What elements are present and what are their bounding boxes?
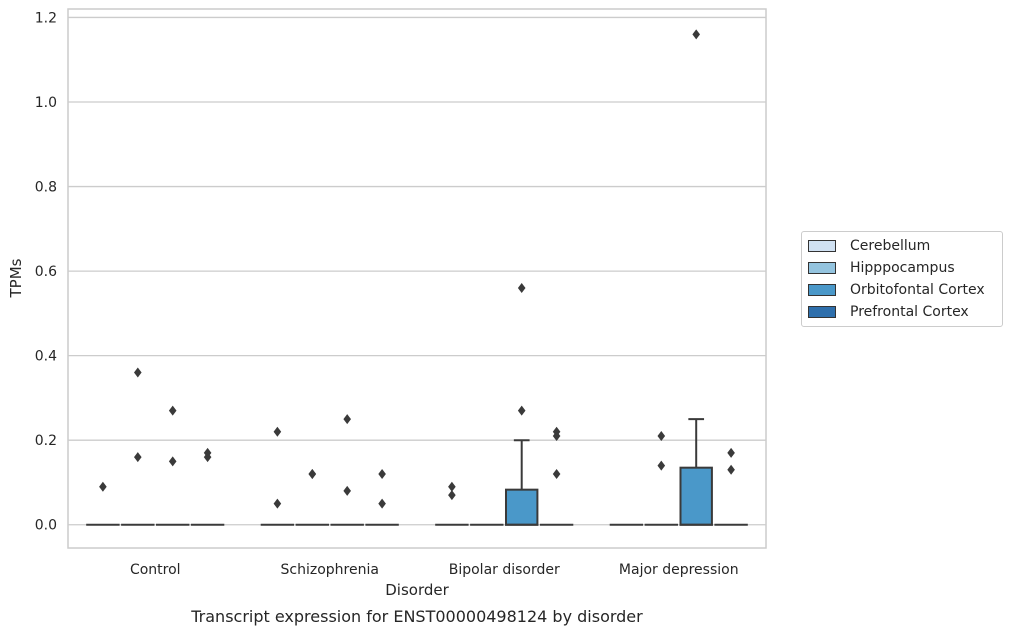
outlier-point bbox=[727, 447, 735, 458]
legend-label: Hipppocampus bbox=[850, 260, 955, 276]
legend-label: Cerebellum bbox=[850, 238, 931, 254]
legend-item-hippocampus: Hipppocampus bbox=[808, 258, 955, 278]
outlier-point bbox=[517, 283, 526, 294]
y-tick-label: 0.4 bbox=[35, 349, 57, 365]
y-tick-label: 0.6 bbox=[35, 264, 57, 280]
outlier-point bbox=[203, 452, 212, 463]
outlier-point bbox=[134, 452, 142, 463]
x-tick-label: Major depression bbox=[619, 562, 739, 578]
legend-item-orbitofrontal-cortex: Orbitofontal Cortex bbox=[808, 280, 985, 300]
legend: Cerebellum Hipppocampus Orbitofontal Cor… bbox=[801, 231, 1003, 327]
legend-swatch-hippocampus bbox=[808, 262, 836, 274]
x-tick-label: Control bbox=[130, 562, 181, 578]
legend-swatch-prefrontal-cortex bbox=[808, 306, 836, 318]
y-axis-ticks: 0.0 0.2 0.4 0.6 0.8 1.0 1.2 bbox=[35, 10, 57, 533]
legend-label: Prefrontal Cortex bbox=[850, 304, 969, 320]
outlier-point bbox=[273, 498, 282, 509]
y-tick-label: 1.2 bbox=[35, 10, 57, 26]
box bbox=[679, 466, 713, 526]
outlier-point bbox=[343, 414, 351, 425]
y-tick-label: 0.2 bbox=[35, 433, 57, 449]
y-tick-label: 0.0 bbox=[35, 518, 57, 534]
outlier-point bbox=[692, 29, 700, 40]
y-axis-label: TPMs bbox=[7, 258, 25, 298]
outlier-point bbox=[378, 498, 386, 509]
x-tick-label: Schizophrenia bbox=[281, 562, 379, 578]
outlier-point bbox=[378, 469, 386, 480]
legend-swatch-cerebellum bbox=[808, 240, 836, 252]
grid-layer bbox=[68, 16, 766, 526]
legend-item-prefrontal-cortex: Prefrontal Cortex bbox=[808, 302, 969, 322]
chart-caption: Transcript expression for ENST0000049812… bbox=[190, 607, 643, 626]
outlier-point bbox=[343, 485, 351, 496]
outlier-point bbox=[99, 481, 107, 492]
box-layer bbox=[86, 418, 748, 526]
x-tick-label: Bipolar disorder bbox=[449, 562, 560, 578]
outlier-point bbox=[273, 426, 282, 437]
outlier-point bbox=[308, 469, 317, 480]
legend-item-cerebellum: Cerebellum bbox=[808, 236, 930, 256]
x-axis-label: Disorder bbox=[385, 581, 449, 599]
outlier-point bbox=[727, 464, 735, 475]
outlier-point bbox=[448, 490, 456, 501]
legend-label: Orbitofontal Cortex bbox=[850, 282, 985, 298]
outlier-point bbox=[657, 460, 666, 471]
outlier-point bbox=[168, 405, 177, 416]
x-axis-ticks: Control Schizophrenia Bipolar disorder Majo… bbox=[130, 562, 739, 578]
box bbox=[504, 488, 539, 526]
outlier-point bbox=[168, 456, 177, 467]
outlier-point bbox=[657, 430, 666, 441]
outlier-layer bbox=[99, 29, 735, 509]
outlier-point bbox=[448, 481, 456, 492]
outlier-point bbox=[552, 430, 561, 441]
outlier-point bbox=[134, 367, 142, 378]
outlier-point bbox=[552, 469, 561, 480]
legend-swatch-orbitofrontal-cortex bbox=[808, 284, 836, 296]
y-tick-label: 1.0 bbox=[35, 95, 57, 111]
y-tick-label: 0.8 bbox=[35, 180, 57, 196]
outlier-point bbox=[517, 405, 526, 416]
plot-frame bbox=[67, 8, 767, 549]
